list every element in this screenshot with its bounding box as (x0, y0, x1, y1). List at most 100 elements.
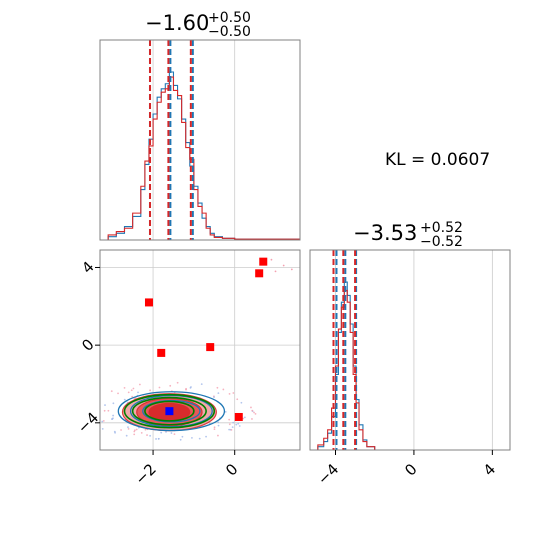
marker-red-square (206, 343, 215, 352)
scatter-point (112, 417, 114, 420)
y-tick-label: 0 (78, 335, 97, 354)
scatter-point (228, 418, 231, 421)
scatter-point (133, 430, 136, 433)
scatter-point (107, 409, 110, 412)
scatter-point (181, 435, 184, 438)
x-tick-label: −2 (132, 460, 160, 488)
scatter-point (101, 427, 104, 430)
scatter-point (137, 391, 139, 394)
contour-blue (142, 399, 201, 423)
scatter-point (228, 428, 231, 431)
histogram-series-red (100, 76, 300, 241)
scatter-point (104, 404, 106, 406)
scatter-point (200, 383, 203, 386)
param1-title: −1.60 (145, 11, 209, 35)
x-tick-label: 0 (222, 460, 241, 479)
scatter-point (102, 420, 105, 422)
histogram-series-blue (310, 281, 510, 451)
marker-blue-square (165, 407, 174, 416)
contour-green (123, 393, 216, 429)
scatter-point (113, 430, 116, 433)
scatter-point (237, 422, 240, 425)
y-tick-label: 4 (78, 258, 97, 277)
scatter-panel-frame (99, 249, 301, 451)
contour-blue (117, 391, 226, 432)
histogram-series-blue (100, 71, 300, 241)
scatter-point (242, 417, 245, 420)
scatter-point (149, 434, 152, 437)
scatter-point (146, 434, 148, 436)
scatter-point (123, 386, 126, 389)
scatter-point (224, 410, 227, 413)
kl-annotation: KL = 0.0607 (385, 150, 490, 170)
scatter-point (132, 387, 135, 390)
scatter-point (235, 423, 238, 426)
scatter-point (250, 406, 252, 409)
scatter-point (290, 268, 293, 271)
param2-title: −3.53 (353, 221, 417, 245)
scatter-point (97, 411, 99, 413)
scatter-point (165, 431, 167, 433)
scatter-point (135, 428, 138, 431)
histogram-param1-frame (99, 39, 301, 241)
marker-red-square (259, 257, 268, 266)
scatter-point (213, 428, 216, 431)
histogram-series-red (310, 289, 510, 451)
y-tick-label: −4 (74, 409, 102, 437)
scatter-point (110, 390, 113, 393)
scatter-point (213, 396, 215, 398)
scatter-point (217, 421, 220, 424)
scatter-point (238, 425, 241, 427)
param2-title-plus: +0.52 (420, 220, 463, 236)
scatter-point (213, 426, 216, 429)
scatter-point (101, 420, 104, 423)
scatter-point (127, 391, 130, 394)
scatter-point (228, 423, 231, 426)
param2-title-minus: −0.52 (420, 234, 463, 250)
scatter-point (138, 383, 141, 386)
scatter-point (140, 431, 143, 434)
contour-blue (129, 394, 213, 428)
scatter-point (251, 418, 253, 420)
scatter-point (282, 264, 285, 267)
marker-red-square (144, 298, 153, 307)
scatter-point (127, 426, 129, 429)
scatter-point (95, 400, 97, 402)
scatter-point (169, 384, 172, 387)
scatter-point (232, 392, 235, 394)
scatter-point (270, 258, 273, 261)
scatter-point (228, 392, 231, 395)
scatter-point (253, 411, 255, 414)
scatter-point (176, 381, 179, 384)
scatter-point (274, 270, 277, 273)
scatter-point (185, 387, 187, 390)
scatter-point (123, 398, 126, 401)
scatter-point (222, 388, 225, 391)
histogram-param1 (99, 39, 301, 241)
scatter-point (254, 412, 257, 415)
scatter-point (125, 434, 128, 437)
scatter-point (232, 421, 235, 424)
scatter-point (127, 427, 130, 430)
scatter-point (243, 416, 246, 419)
histogram-param2-frame (309, 249, 511, 451)
marker-red-square (255, 269, 264, 278)
param1-title-minus: −0.50 (208, 24, 251, 40)
scatter-point (149, 389, 152, 392)
scatter-point (191, 437, 193, 439)
scatter-point (173, 433, 176, 436)
scatter-point (103, 409, 106, 412)
x-tick-label: 0 (401, 460, 420, 479)
scatter-point (117, 392, 119, 395)
scatter-point (205, 435, 207, 438)
scatter-point (217, 392, 220, 395)
scatter-point (120, 429, 122, 431)
x-tick-label: −4 (314, 460, 342, 488)
histogram-param2: −4 0 4 (309, 249, 511, 488)
scatter-point (236, 398, 239, 401)
scatter-point (160, 431, 163, 434)
scatter-point (251, 409, 254, 412)
scatter-point (170, 432, 173, 434)
scatter-point (144, 428, 147, 431)
